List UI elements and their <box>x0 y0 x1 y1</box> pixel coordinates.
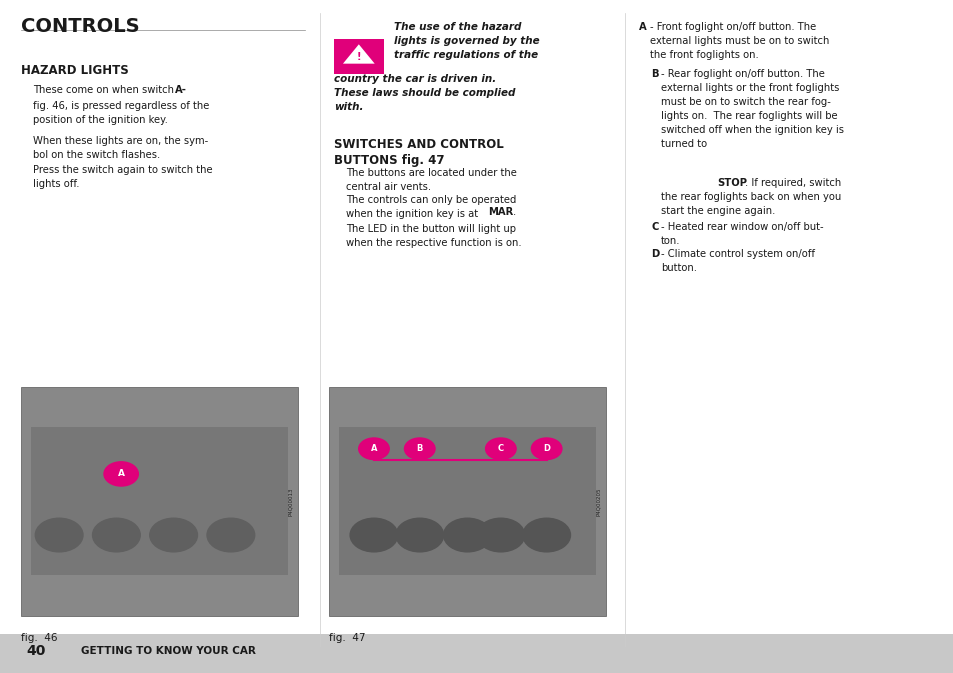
FancyBboxPatch shape <box>334 39 383 74</box>
Text: fig.  47: fig. 47 <box>329 633 365 643</box>
Text: D: D <box>542 444 550 453</box>
Text: GETTING TO KNOW YOUR CAR: GETTING TO KNOW YOUR CAR <box>81 646 255 656</box>
Circle shape <box>92 518 140 552</box>
Text: A: A <box>371 444 376 453</box>
Text: B: B <box>651 69 659 79</box>
Text: A-: A- <box>174 85 186 96</box>
Text: 40: 40 <box>27 644 46 658</box>
Polygon shape <box>342 44 375 64</box>
Text: B: B <box>416 444 422 453</box>
Text: country the car is driven in.
These laws should be complied
with.: country the car is driven in. These laws… <box>334 74 515 112</box>
Text: - Rear foglight on/off button. The
external lights or the front foglights
must b: - Rear foglight on/off button. The exter… <box>660 69 843 149</box>
Text: fig. 46, is pressed regardless of the
position of the ignition key.: fig. 46, is pressed regardless of the po… <box>33 101 210 125</box>
Text: The LED in the button will light up
when the respective function is on.: The LED in the button will light up when… <box>346 224 521 248</box>
Circle shape <box>476 518 524 552</box>
Text: C: C <box>497 444 503 453</box>
FancyBboxPatch shape <box>21 387 297 616</box>
Text: - Front foglight on/off button. The
external lights must be on to switch
the fro: - Front foglight on/off button. The exte… <box>649 22 828 60</box>
FancyBboxPatch shape <box>329 387 605 616</box>
FancyBboxPatch shape <box>30 427 288 575</box>
Text: A: A <box>639 22 646 32</box>
Circle shape <box>485 438 516 460</box>
Text: The buttons are located under the
central air vents.: The buttons are located under the centra… <box>346 168 517 192</box>
Text: CONTROLS: CONTROLS <box>21 17 139 36</box>
Text: P4Q00205: P4Q00205 <box>596 487 600 516</box>
Text: MAR: MAR <box>488 207 513 217</box>
Text: the rear foglights back on when you
start the engine again.: the rear foglights back on when you star… <box>660 192 841 216</box>
Circle shape <box>207 518 254 552</box>
Circle shape <box>522 518 570 552</box>
Text: SWITCHES AND CONTROL
BUTTONS fig. 47: SWITCHES AND CONTROL BUTTONS fig. 47 <box>334 138 503 167</box>
Text: STOP: STOP <box>717 178 746 188</box>
Text: The use of the hazard
lights is governed by the
traffic regulations of the: The use of the hazard lights is governed… <box>394 22 539 60</box>
Text: - Heated rear window on/off but-
ton.: - Heated rear window on/off but- ton. <box>660 222 822 246</box>
Circle shape <box>395 518 443 552</box>
Text: A: A <box>117 470 125 479</box>
Circle shape <box>443 518 491 552</box>
Text: fig.  46: fig. 46 <box>21 633 57 643</box>
Circle shape <box>104 462 138 486</box>
Circle shape <box>358 438 389 460</box>
Circle shape <box>350 518 397 552</box>
Text: - Climate control system on/off
button.: - Climate control system on/off button. <box>660 249 814 273</box>
FancyBboxPatch shape <box>0 634 953 673</box>
Text: The controls can only be operated
when the ignition key is at: The controls can only be operated when t… <box>346 195 517 219</box>
Text: D: D <box>651 249 659 259</box>
Text: When these lights are on, the sym-
bol on the switch flashes.: When these lights are on, the sym- bol o… <box>33 136 209 160</box>
Circle shape <box>35 518 83 552</box>
Circle shape <box>531 438 561 460</box>
Text: C: C <box>651 222 659 232</box>
Text: .: . <box>513 207 516 217</box>
Text: P4Q00013: P4Q00013 <box>288 487 293 516</box>
Circle shape <box>404 438 435 460</box>
Text: . If required, switch: . If required, switch <box>744 178 841 188</box>
Text: Press the switch again to switch the
lights off.: Press the switch again to switch the lig… <box>33 165 213 189</box>
Circle shape <box>150 518 197 552</box>
FancyBboxPatch shape <box>338 427 596 575</box>
Text: These come on when switch: These come on when switch <box>33 85 177 96</box>
Text: !: ! <box>356 52 360 61</box>
Text: HAZARD LIGHTS: HAZARD LIGHTS <box>21 64 129 77</box>
